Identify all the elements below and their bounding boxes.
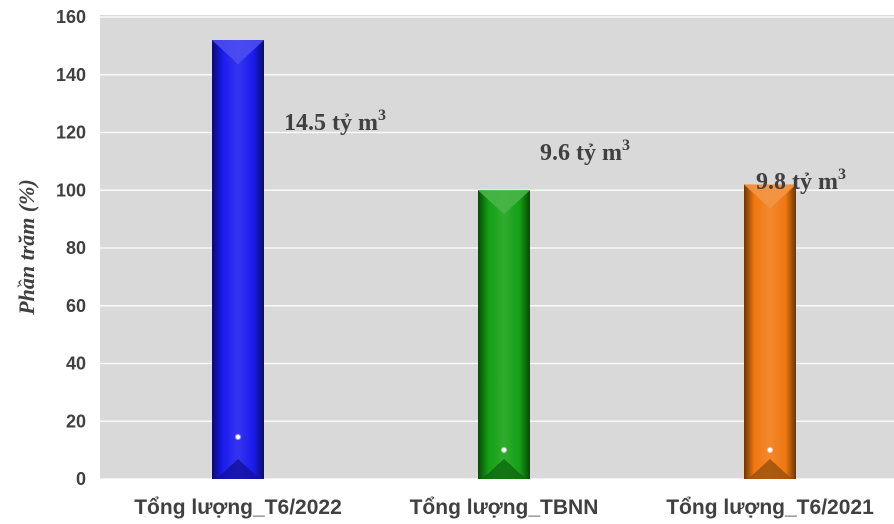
y-tick-label: 20 <box>66 411 86 431</box>
bar-data-label: 9.8 tỷ m3 <box>756 166 846 195</box>
y-tick-label: 80 <box>66 238 86 258</box>
x-category-label: Tổng lượng_T6/2021 <box>666 496 874 519</box>
bar-data-label: 14.5 tỷ m3 <box>284 107 386 136</box>
x-category-label: Tổng lượng_T6/2022 <box>134 496 342 519</box>
y-tick-label: 140 <box>56 65 86 85</box>
y-tick-label: 160 <box>56 7 86 27</box>
x-axis-categories: Tổng lượng_T6/2022 Tổng lượng_TBNN Tổng lư… <box>134 496 874 519</box>
bar <box>744 184 796 479</box>
bars <box>212 40 796 479</box>
bar <box>478 190 530 479</box>
y-axis-label: Phần trăm (%) <box>14 179 39 316</box>
y-tick-label: 40 <box>66 354 86 374</box>
x-category-label: Tổng lượng_TBNN <box>410 496 599 519</box>
y-tick-label: 60 <box>66 296 86 316</box>
bar <box>212 40 264 479</box>
y-axis-ticks: 0 20 40 60 80 100 120 140 160 <box>56 7 86 489</box>
bar-data-label: 9.6 tỷ m3 <box>540 137 630 166</box>
y-tick-label: 0 <box>76 469 86 489</box>
y-tick-label: 100 <box>56 180 86 200</box>
y-tick-label: 120 <box>56 123 86 143</box>
data-labels: 14.5 tỷ m3 9.6 tỷ m3 9.8 tỷ m3 <box>284 107 846 195</box>
